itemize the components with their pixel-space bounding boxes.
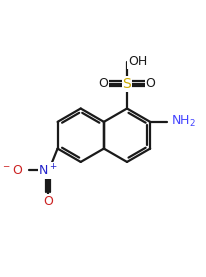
Text: S: S — [122, 77, 131, 91]
Text: $^-$O: $^-$O — [1, 164, 24, 177]
Text: O: O — [145, 77, 155, 90]
Text: N$^+$: N$^+$ — [38, 163, 58, 178]
Text: O: O — [98, 77, 108, 90]
Text: O: O — [43, 195, 53, 208]
Text: OH: OH — [127, 55, 146, 68]
Text: NH$_2$: NH$_2$ — [170, 114, 195, 129]
